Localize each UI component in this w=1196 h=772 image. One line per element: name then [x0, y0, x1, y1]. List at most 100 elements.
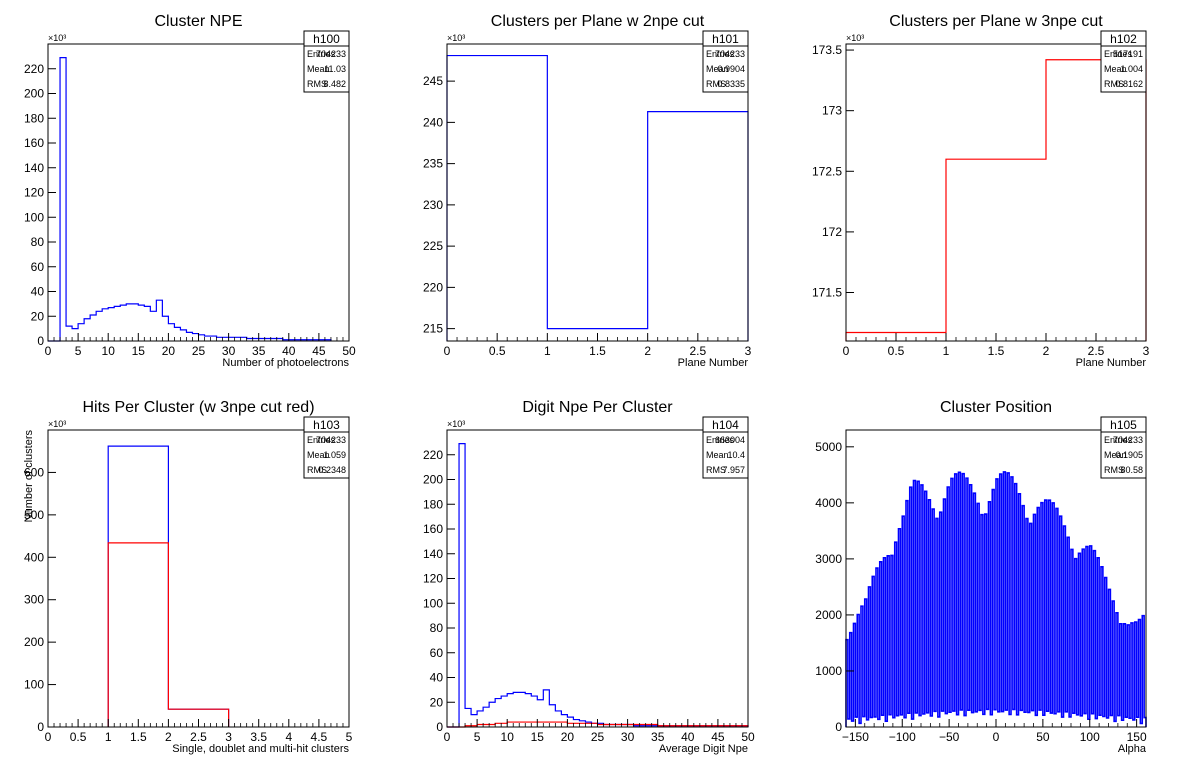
x-tick-label: 0 — [45, 344, 52, 358]
y-tick-label: 171.5 — [812, 286, 842, 300]
x-tick-label: 2 — [165, 730, 172, 744]
x-axis-label: Alpha — [1118, 743, 1147, 755]
x-tick-label: 20 — [162, 344, 176, 358]
stats-label: RMS — [307, 79, 327, 89]
stats-name: h103 — [313, 418, 340, 432]
y-tick-label: 220 — [423, 280, 443, 294]
panel-title: Cluster NPE — [154, 13, 242, 30]
stats-label: RMS — [706, 465, 726, 475]
series-1-line — [446, 54, 749, 341]
panel-title: Hits Per Cluster (w 3npe cut red) — [82, 399, 314, 416]
y-tick-label: 0 — [37, 334, 44, 348]
y-tick-label: 200 — [24, 87, 44, 101]
panel-title: Clusters per Plane w 3npe cut — [889, 13, 1103, 30]
x-tick-label: 0.5 — [489, 344, 506, 358]
y-multiplier: ×10³ — [447, 33, 465, 43]
x-tick-label: 3.5 — [250, 730, 267, 744]
x-tick-label: 0 — [444, 730, 451, 744]
stats-value: 704233 — [316, 435, 346, 445]
stats-value: 0.8162 — [1115, 79, 1143, 89]
x-tick-label: 50 — [342, 344, 356, 358]
y-multiplier: ×10³ — [48, 419, 66, 429]
stats-label: Mean — [706, 450, 729, 460]
y-tick-label: 100 — [24, 678, 44, 692]
x-tick-label: 15 — [531, 730, 545, 744]
x-tick-label: 1.5 — [589, 344, 606, 358]
x-tick-label: 3 — [1143, 344, 1150, 358]
stats-value: 0.2348 — [318, 465, 346, 475]
y-tick-label: 225 — [423, 239, 443, 253]
x-tick-label: 0.5 — [70, 730, 87, 744]
y-tick-label: 0 — [436, 720, 443, 734]
x-tick-label: 50 — [741, 730, 755, 744]
histogram-panel-1: Cluster NPE 0 5 10 15 20 25 30 35 40 45 50 0 20 40 60 80… — [24, 13, 356, 369]
stats-label: Mean — [1104, 450, 1127, 460]
histogram-panel-2: Clusters per Plane w 2npe cut 0 0.5 1 1.5 2 2.… — [423, 13, 752, 369]
stats-label: Entries — [706, 49, 735, 59]
x-axis-label: Average Digit Npe — [659, 743, 748, 755]
stats-name: h104 — [712, 418, 739, 432]
x-tick-label: 0 — [444, 344, 451, 358]
x-tick-label: 2 — [644, 344, 651, 358]
series-2-line — [107, 542, 230, 727]
y-tick-label: 160 — [24, 136, 44, 150]
stats-value: 517191 — [1113, 49, 1143, 59]
stats-label: Entries — [706, 435, 735, 445]
stats-label: Mean — [1104, 64, 1127, 74]
y-tick-label: 500 — [24, 508, 44, 522]
x-tick-label: 20 — [561, 730, 575, 744]
y-tick-label: 3000 — [815, 552, 842, 566]
y-multiplier: ×10³ — [48, 33, 66, 43]
x-tick-label: 0.5 — [888, 344, 905, 358]
y-tick-label: 160 — [423, 522, 443, 536]
x-tick-label: 25 — [192, 344, 206, 358]
x-tick-label: 1 — [105, 730, 112, 744]
x-tick-label: 4 — [285, 730, 292, 744]
y-tick-label: 60 — [430, 646, 444, 660]
y-axis-label: Number of clusters — [23, 430, 35, 523]
y-tick-label: 235 — [423, 157, 443, 171]
y-tick-label: 1000 — [815, 664, 842, 678]
stats-value: 1.059 — [323, 450, 346, 460]
stats-value: 1.004 — [1120, 64, 1143, 74]
x-tick-label: 45 — [711, 730, 725, 744]
stats-label: RMS — [1104, 79, 1124, 89]
x-tick-label: 2.5 — [190, 730, 207, 744]
x-tick-label: −100 — [889, 730, 916, 744]
y-tick-label: 180 — [24, 111, 44, 125]
y-tick-label: 5000 — [815, 440, 842, 454]
y-tick-label: 100 — [423, 596, 443, 610]
y-tick-label: 172 — [822, 225, 842, 239]
stats-value: 7.957 — [722, 465, 745, 475]
x-tick-label: 3 — [745, 344, 752, 358]
x-tick-label: 100 — [1080, 730, 1100, 744]
y-tick-label: 400 — [24, 550, 44, 564]
x-tick-label: 35 — [252, 344, 266, 358]
x-tick-label: 1 — [544, 344, 551, 358]
x-tick-label: 2.5 — [689, 344, 706, 358]
x-tick-label: 5 — [474, 730, 481, 744]
stats-label: Entries — [307, 49, 336, 59]
y-tick-label: 173 — [822, 104, 842, 118]
x-tick-label: 1.5 — [988, 344, 1005, 358]
stats-label: Mean — [307, 450, 330, 460]
y-tick-label: 20 — [430, 695, 444, 709]
histogram-panel-6: Cluster Position −150 −100 −50 0 50 100 150 0 100… — [815, 399, 1147, 755]
stats-value: 10.4 — [727, 450, 745, 460]
y-tick-label: 80 — [31, 235, 45, 249]
stats-value: 0.8335 — [717, 79, 745, 89]
y-tick-label: 80 — [430, 621, 444, 635]
y-tick-label: 140 — [24, 161, 44, 175]
y-tick-label: 120 — [24, 186, 44, 200]
x-tick-label: 1.5 — [130, 730, 147, 744]
stats-value: 704233 — [316, 49, 346, 59]
x-tick-label: 30 — [621, 730, 635, 744]
y-tick-label: 200 — [423, 473, 443, 487]
x-axis-label: Plane Number — [1076, 357, 1147, 369]
y-tick-label: 300 — [24, 593, 44, 607]
y-tick-label: 40 — [430, 671, 444, 685]
y-multiplier: ×10³ — [447, 419, 465, 429]
x-tick-label: 30 — [222, 344, 236, 358]
